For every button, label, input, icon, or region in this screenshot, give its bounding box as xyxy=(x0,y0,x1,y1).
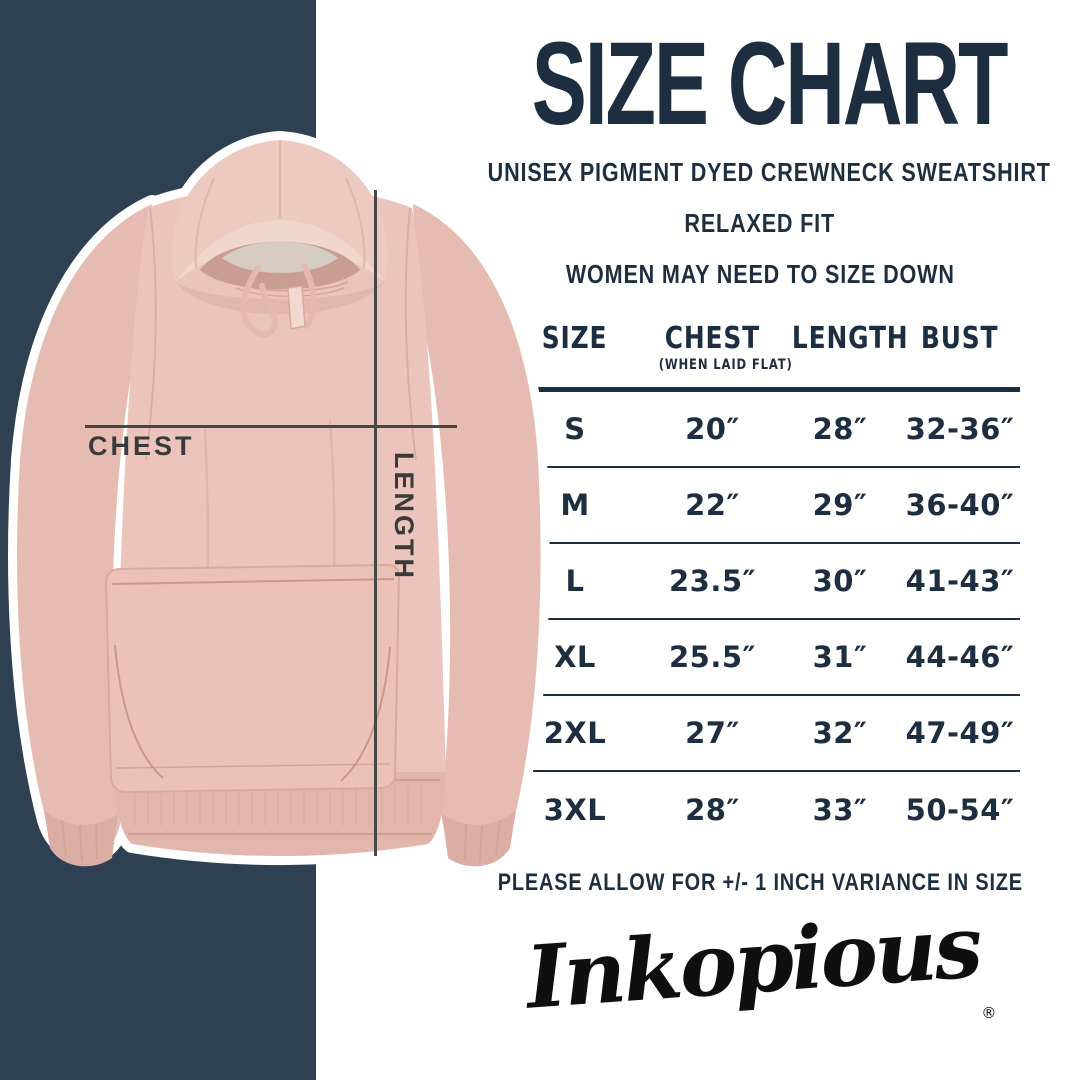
chest-cell: 28″ xyxy=(685,793,740,827)
size-table: SIZE CHEST (WHEN LAID FLAT) LENGTH BUST … xyxy=(505,322,1020,848)
subtitle-fit: RELAXED FIT xyxy=(684,208,836,238)
column-header-chest: CHEST (WHEN LAID FLAT) xyxy=(645,322,793,374)
bust-cell: 41-43″ xyxy=(905,564,1015,598)
chest-cell: 22″ xyxy=(685,488,740,522)
table-row-l: L 23.5″ 30″ 41-43″ xyxy=(505,544,1020,620)
size-cell: L xyxy=(565,564,585,598)
subtitle-sizing-advice: WOMEN MAY NEED TO SIZE DOWN xyxy=(565,259,955,289)
table-row-m: M 22″ 29″ 36-40″ xyxy=(505,468,1020,544)
content-column: SIZE CHART UNISEX PIGMENT DYED CREWNECK … xyxy=(430,0,1080,288)
bust-cell: 44-46″ xyxy=(905,640,1015,674)
table-row-s: S 20″ 28″ 32-36″ xyxy=(505,392,1020,468)
chest-cell: 23.5″ xyxy=(668,564,756,598)
table-row-2xl: 2XL 27″ 32″ 47-49″ xyxy=(505,696,1020,772)
length-cell: 33″ xyxy=(812,793,868,827)
column-header-size: SIZE xyxy=(542,321,608,356)
column-header-length: LENGTH xyxy=(791,321,909,356)
variance-note: PLEASE ALLOW FOR +/- 1 INCH VARIANCE IN … xyxy=(497,869,1023,896)
table-row-xl: XL 25.5″ 31″ 44-46″ xyxy=(505,620,1020,696)
length-cell: 29″ xyxy=(812,488,868,522)
bust-cell: 32-36″ xyxy=(905,412,1015,446)
size-cell: M xyxy=(560,488,590,522)
column-header-bust: BUST xyxy=(921,321,999,356)
length-cell: 28″ xyxy=(812,412,868,446)
brand-logo: Inkopious® xyxy=(430,896,1080,1028)
bust-cell: 36-40″ xyxy=(905,488,1015,522)
length-cell: 32″ xyxy=(812,716,868,750)
chest-cell: 25.5″ xyxy=(668,640,756,674)
size-cell: S xyxy=(564,412,586,446)
size-table-header: SIZE CHEST (WHEN LAID FLAT) LENGTH BUST xyxy=(505,322,1020,392)
bust-cell: 50-54″ xyxy=(905,793,1015,827)
hood-heather-lining xyxy=(222,241,338,273)
hoodie-drawstrings xyxy=(240,263,318,338)
chest-cell: 27″ xyxy=(685,716,740,750)
table-row-3xl: 3XL 28″ 33″ 50-54″ xyxy=(505,772,1020,848)
size-cell: XL xyxy=(554,640,596,674)
bust-cell: 47-49″ xyxy=(905,716,1015,750)
subtitle-product: UNISEX PIGMENT DYED CREWNECK SWEATSHIRT xyxy=(487,157,1051,187)
brand-wordmark: Inkopious xyxy=(522,896,983,1029)
page-title: SIZE CHART xyxy=(531,18,1009,150)
chest-cell: 20″ xyxy=(685,412,740,446)
chest-note: (WHEN LAID FLAT) xyxy=(658,357,793,373)
hoodie-pocket xyxy=(104,563,401,794)
registered-trademark-icon: ® xyxy=(981,1004,997,1022)
drawstring-aglet xyxy=(287,285,306,330)
size-cell: 3XL xyxy=(543,793,607,827)
hoodie-hood xyxy=(171,140,388,315)
hoodie-photo xyxy=(8,131,550,867)
hoodie-sleeves xyxy=(17,204,541,867)
size-cell: 2XL xyxy=(543,716,607,750)
length-cell: 30″ xyxy=(812,564,868,598)
length-cell: 31″ xyxy=(812,640,868,674)
